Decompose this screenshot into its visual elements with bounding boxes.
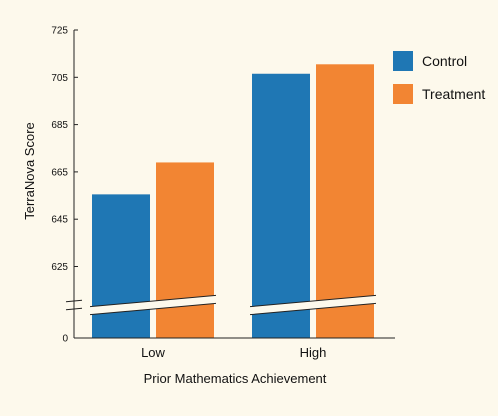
bar-treatment-low [156, 162, 214, 338]
x-category-label: Low [141, 345, 165, 360]
bar-control-low [92, 194, 150, 338]
axes-group [73, 30, 395, 339]
x-axis-label: Prior Mathematics Achievement [144, 371, 327, 386]
y-tick-label: 645 [51, 215, 68, 226]
bars-group [92, 64, 374, 338]
axis-break-line [249, 294, 377, 308]
y-ticks-group: 725 705 685 665 645 625 0 [51, 26, 78, 345]
axis-break-line [89, 294, 217, 308]
y-tick-label: 705 [51, 73, 68, 84]
y-axis-label: TerraNova Score [22, 122, 37, 220]
y-tick-label: 625 [51, 262, 68, 273]
y-tick-label: 685 [51, 120, 68, 131]
legend: Control Treatment [393, 51, 485, 104]
axis-break-line [89, 302, 217, 316]
legend-label-control: Control [422, 53, 467, 69]
bar-control-high [252, 73, 310, 338]
y-tick-label: 0 [62, 334, 68, 345]
legend-label-treatment: Treatment [422, 86, 485, 102]
bar-treatment-high [316, 64, 374, 338]
legend-swatch-control [393, 51, 413, 71]
legend-swatch-treatment [393, 84, 413, 104]
axis-break-band [90, 295, 216, 315]
y-tick-label: 665 [51, 167, 68, 178]
axis-break-band [250, 295, 376, 315]
axis-break-line [249, 302, 377, 316]
x-categories-group: Low High [141, 345, 326, 360]
y-tick-label: 725 [51, 26, 68, 37]
x-category-label: High [300, 345, 327, 360]
